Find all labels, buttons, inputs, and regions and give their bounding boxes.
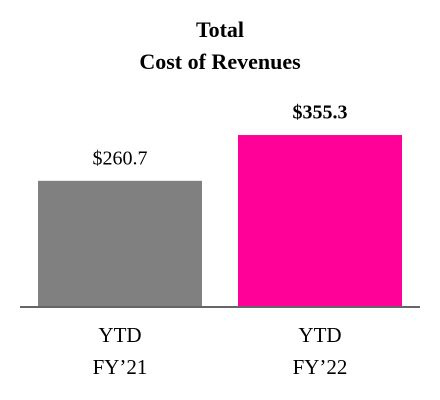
value-label: $355.3: [293, 102, 348, 124]
x-tick-label: FY’22: [293, 355, 348, 379]
chart-title: Cost of Revenues: [139, 49, 301, 74]
bar: [238, 135, 402, 307]
x-tick-label: YTD: [298, 323, 341, 347]
value-label: $260.7: [93, 147, 148, 169]
x-tick-label: YTD: [98, 323, 141, 347]
bar: [38, 180, 202, 307]
chart-title: Total: [196, 17, 244, 42]
x-tick-label: FY’21: [93, 355, 148, 379]
